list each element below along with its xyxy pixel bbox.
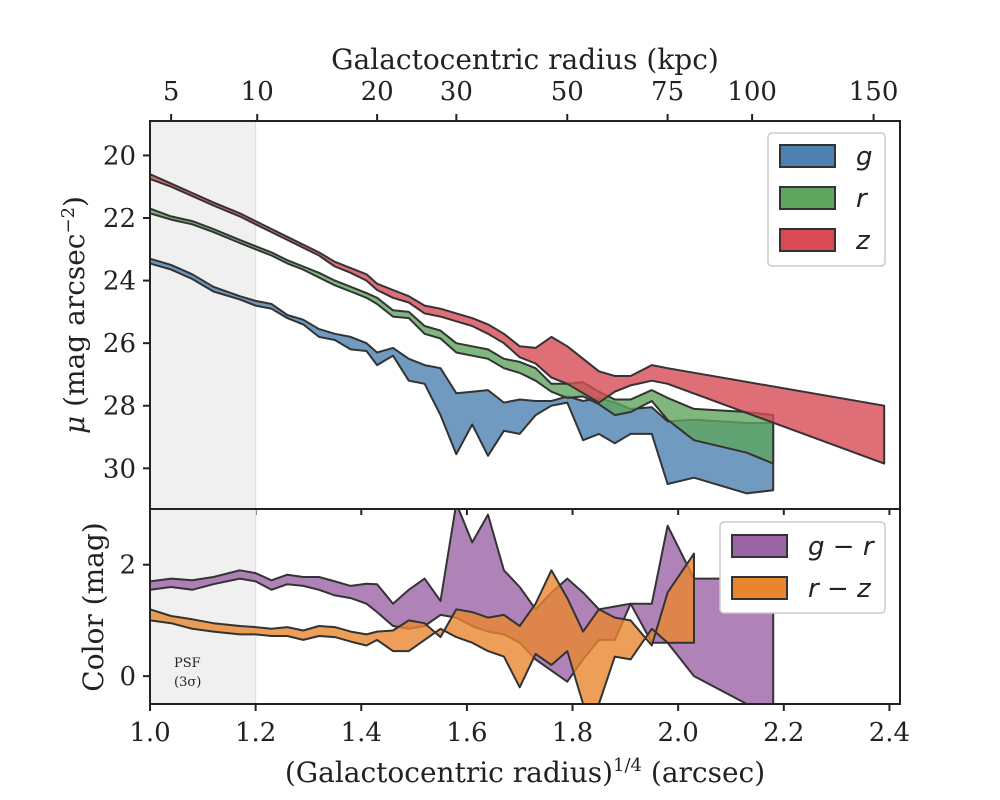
psf-shade bbox=[149, 120, 257, 510]
legend-swatch-r bbox=[779, 186, 836, 210]
band-rz bbox=[150, 552, 695, 704]
y-tick-label: 24 bbox=[103, 267, 136, 297]
x-axis-label: (Galactocentric radius)1/4 (arcsec) bbox=[285, 755, 765, 789]
psf-sigma-label: (3σ) bbox=[174, 675, 201, 690]
y-tick-label: 28 bbox=[103, 392, 136, 422]
x-tick-label: 2.0 bbox=[657, 718, 698, 748]
bottom-x-ticks: 1.0 1.2 1.4 1.6 1.8 2.0 2.2 2.4 bbox=[129, 704, 910, 748]
top-axis-title: Galactocentric radius (kpc) bbox=[331, 43, 719, 76]
x-tick-label: 1.0 bbox=[129, 718, 170, 748]
psf-shade bbox=[149, 508, 257, 705]
legend-swatch-g-r bbox=[731, 534, 788, 558]
legend-label-r-z: r − z bbox=[808, 574, 872, 604]
y-tick-label: 2 bbox=[119, 551, 136, 581]
legend-swatch-g bbox=[779, 144, 836, 168]
legend-swatch-r-z bbox=[731, 576, 788, 600]
bottom-y-ticks: 02 bbox=[119, 551, 150, 692]
psf-label: PSF bbox=[174, 656, 201, 671]
bottom-y-axis-label: Color (mag) bbox=[77, 522, 110, 691]
legend-label-r: r bbox=[856, 184, 869, 214]
top-legend: g r z bbox=[767, 132, 886, 267]
band-g bbox=[150, 257, 775, 495]
top-y-ticks: 20 22 24 26 28 30 bbox=[103, 141, 150, 484]
bottom-legend: g − r r − z bbox=[719, 521, 886, 614]
legend-label-z: z bbox=[855, 226, 871, 256]
psf-shaded-region bbox=[149, 508, 257, 705]
kpc-ticks: 5 10 20 30 50 75 100 150 bbox=[163, 77, 899, 121]
band-gr bbox=[150, 509, 775, 704]
legend-label-g-r: g − r bbox=[808, 532, 876, 562]
band-z bbox=[150, 173, 886, 465]
brightness-series bbox=[150, 173, 886, 495]
psf-shaded-region bbox=[149, 120, 257, 510]
x-tick-label: 1.8 bbox=[552, 718, 593, 748]
y-tick-label: 26 bbox=[103, 329, 136, 359]
band-r bbox=[150, 207, 775, 465]
y-tick-label: 22 bbox=[103, 204, 136, 234]
kpc-tick-label: 50 bbox=[551, 77, 584, 107]
kpc-tick-label: 20 bbox=[361, 77, 394, 107]
top-panel: 20 22 24 26 28 30 5 10 20 30 50 75 100 150 Galactoce… bbox=[58, 43, 901, 515]
kpc-tick-label: 30 bbox=[440, 77, 473, 107]
color-series bbox=[150, 509, 775, 704]
x-tick-label: 1.4 bbox=[341, 718, 382, 748]
y-tick-label: 20 bbox=[103, 141, 136, 171]
kpc-tick-label: 100 bbox=[727, 77, 777, 107]
bottom-panel: 02 1.0 1.2 1.4 1.6 1.8 2.0 2.2 2.4 PSF (3σ) (Ga… bbox=[77, 508, 910, 789]
bottom-panel-frame bbox=[149, 508, 901, 705]
x-tick-label: 1.6 bbox=[446, 718, 487, 748]
y-tick-label: 30 bbox=[103, 454, 136, 484]
kpc-tick-label: 75 bbox=[651, 77, 684, 107]
legend-label-g: g bbox=[856, 142, 873, 172]
kpc-tick-label: 5 bbox=[163, 77, 180, 107]
kpc-tick-label: 150 bbox=[849, 77, 899, 107]
kpc-tick-label: 10 bbox=[241, 77, 274, 107]
legend-swatch-z bbox=[779, 228, 836, 252]
x-tick-label: 2.2 bbox=[763, 718, 804, 748]
top-y-axis-label: μ (mag arcsec−2) bbox=[58, 196, 91, 434]
y-tick-label: 0 bbox=[119, 662, 136, 692]
x-tick-label: 1.2 bbox=[235, 718, 276, 748]
x-tick-label: 2.4 bbox=[869, 718, 910, 748]
